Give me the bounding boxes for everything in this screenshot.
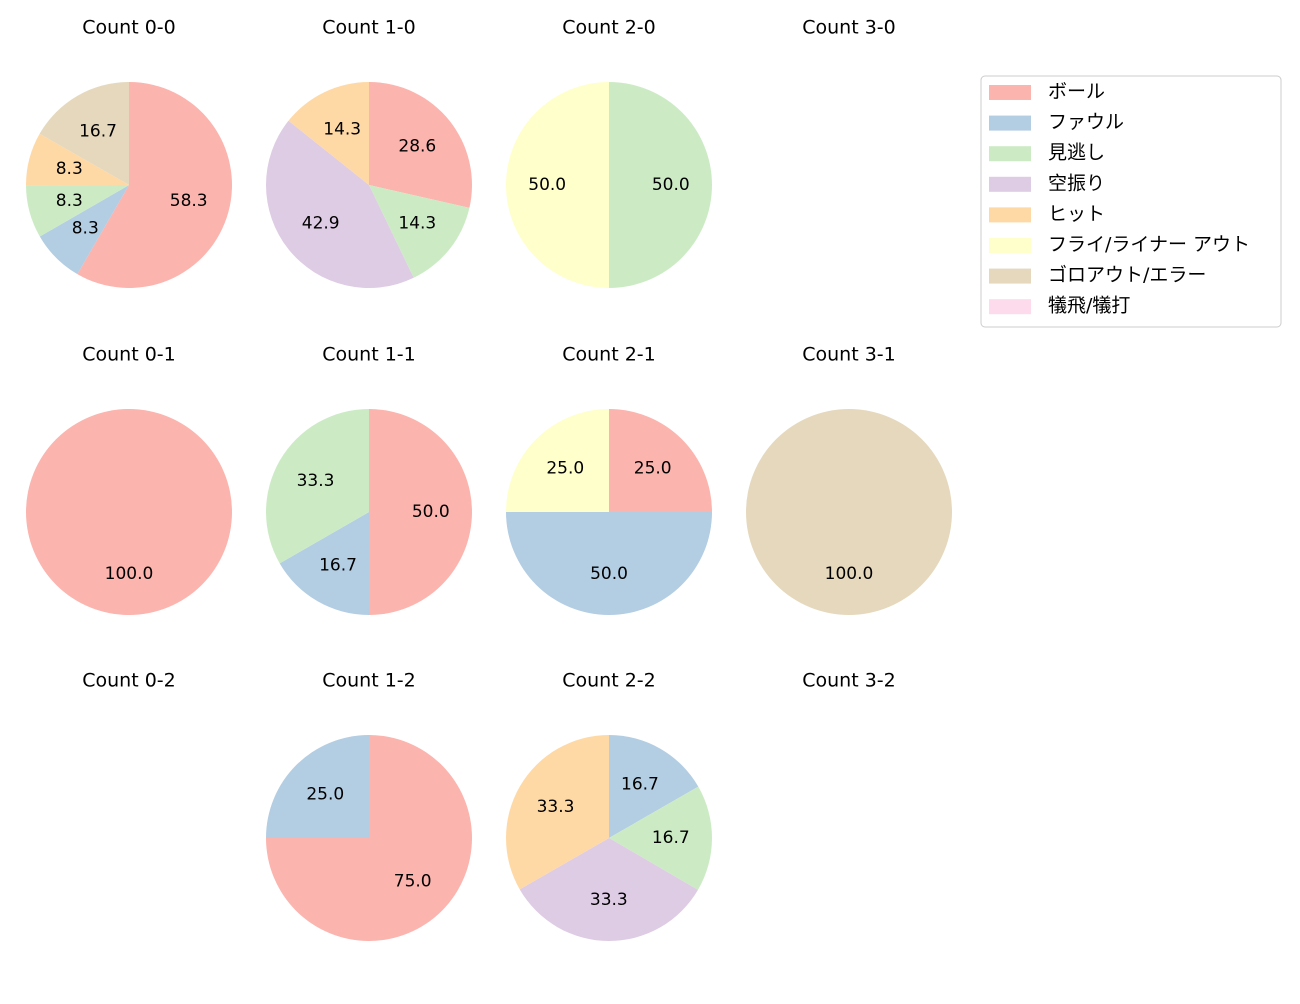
pie-slice <box>369 409 472 615</box>
chart-title: Count 0-2 <box>82 670 176 692</box>
slice-label: 50.0 <box>652 175 690 195</box>
slice-label: 25.0 <box>306 784 344 804</box>
legend-box <box>980 75 1282 328</box>
pie-slice <box>26 409 232 615</box>
pie-slice <box>609 82 712 288</box>
legend-swatch <box>989 85 1031 100</box>
pie-slice <box>609 786 712 890</box>
pie-slice <box>609 409 712 512</box>
pie-slice <box>506 512 712 615</box>
legend-label: ゴロアウト/エラー <box>1048 264 1206 286</box>
pie-slice <box>266 735 369 838</box>
pie-slice <box>506 82 609 288</box>
pie-slice <box>266 409 369 564</box>
slice-label: 25.0 <box>546 458 584 478</box>
legend-label: 見逃し <box>1048 142 1105 164</box>
legend-label: 犠飛/犠打 <box>1048 295 1130 317</box>
slice-label: 25.0 <box>634 458 672 478</box>
slice-label: 28.6 <box>398 136 436 156</box>
pie-slice <box>39 185 129 275</box>
pie-slice <box>506 409 609 512</box>
legend-swatch <box>989 207 1031 223</box>
legend-label: 空振り <box>1048 172 1105 194</box>
pie-slice <box>369 185 470 278</box>
legend-label: フライ/ライナー アウト <box>1048 234 1250 256</box>
pie-slice <box>26 185 129 237</box>
slice-label: 33.3 <box>590 890 628 910</box>
pie-slice <box>519 838 698 941</box>
chart-title: Count 1-1 <box>322 344 416 366</box>
legend-swatch <box>989 299 1031 315</box>
chart-title: Count 1-0 <box>322 17 416 39</box>
chart-title: Count 2-0 <box>562 17 656 39</box>
slice-label: 100.0 <box>825 564 874 584</box>
slice-label: 8.3 <box>56 159 83 179</box>
legend-label: ファウル <box>1048 111 1124 133</box>
pie-slice <box>746 409 952 615</box>
pie-slice <box>77 82 233 288</box>
slice-label: 100.0 <box>105 564 154 584</box>
legend-swatch <box>989 176 1031 192</box>
slice-label: 16.7 <box>621 775 659 795</box>
slice-label: 33.3 <box>537 797 575 817</box>
legend-swatch <box>989 146 1031 162</box>
slice-label: 16.7 <box>79 122 117 142</box>
slice-label: 14.3 <box>398 214 436 234</box>
chart-title: Count 2-1 <box>562 344 656 366</box>
slice-label: 50.0 <box>590 564 628 584</box>
pie-slice <box>609 735 699 838</box>
slice-label: 16.7 <box>652 828 690 848</box>
pie-slice <box>39 82 129 185</box>
chart-title: Count 3-2 <box>802 670 896 692</box>
slice-label: 8.3 <box>72 219 99 239</box>
slice-label: 42.9 <box>302 214 340 234</box>
chart-title: Count 3-1 <box>802 344 896 366</box>
slice-label: 16.7 <box>319 555 357 575</box>
pie-slice <box>369 82 472 208</box>
legend-swatch <box>989 115 1031 131</box>
pie-slice <box>279 512 369 615</box>
chart-title: Count 3-0 <box>802 17 896 39</box>
slice-label: 50.0 <box>528 175 566 195</box>
slice-label: 50.0 <box>412 502 450 522</box>
slice-label: 75.0 <box>394 872 432 892</box>
chart-title: Count 0-0 <box>82 17 176 39</box>
chart-title: Count 2-2 <box>562 670 656 692</box>
chart-title: Count 1-2 <box>322 670 416 692</box>
legend-label: ボール <box>1048 81 1105 103</box>
slice-label: 58.3 <box>170 191 208 211</box>
slice-label: 33.3 <box>297 471 335 491</box>
legend-swatch <box>989 268 1031 284</box>
pie-slice <box>265 120 414 289</box>
chart-title: Count 0-1 <box>82 344 176 366</box>
slice-label: 8.3 <box>56 191 83 211</box>
pie-slice <box>26 133 129 186</box>
slice-label: 14.3 <box>323 119 361 139</box>
pie-slice <box>288 82 369 185</box>
legend-label: ヒット <box>1048 203 1105 225</box>
legend-swatch <box>989 238 1031 253</box>
pie-slice <box>506 735 609 890</box>
